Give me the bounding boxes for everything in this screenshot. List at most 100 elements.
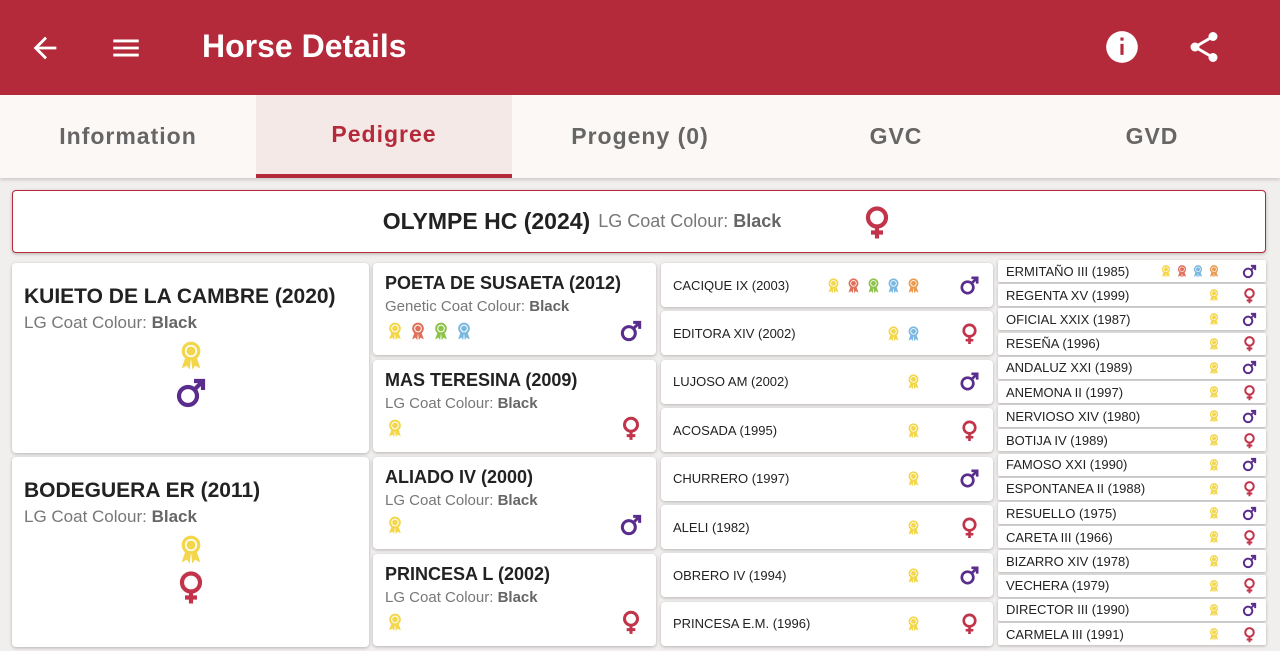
- horse-row[interactable]: CARETA III (1966): [998, 526, 1266, 549]
- horse-row[interactable]: BOTIJA IV (1989): [998, 429, 1266, 452]
- coat-label: LG Coat Colour:: [24, 313, 147, 332]
- icons: [1207, 311, 1258, 328]
- horse-name: CARETA III (1966): [1006, 529, 1113, 545]
- award-rosette: [1209, 531, 1219, 544]
- tab[interactable]: Information: [59, 123, 197, 149]
- award-rosette: [435, 322, 447, 341]
- award-rosette: [908, 471, 919, 487]
- icons: [385, 609, 644, 635]
- award-rosette: [1177, 265, 1187, 278]
- horse-card[interactable]: POETA DE SUSAETA (2012) Genetic Coat Colo…: [373, 263, 656, 355]
- male-icon: [960, 469, 979, 488]
- award-rosette: [908, 519, 919, 535]
- award-rosette: [1209, 337, 1219, 351]
- award-rosette: [1209, 579, 1219, 593]
- horse-card[interactable]: ALELI (1982): [661, 505, 993, 549]
- icons: [825, 274, 981, 297]
- horse-name: ERMITAÑO III (1985): [1006, 263, 1130, 279]
- horse-card[interactable]: CHURRERO (1997): [661, 456, 993, 501]
- male-icon: [176, 378, 205, 408]
- share-button[interactable]: [1186, 29, 1222, 65]
- horse-row[interactable]: ANDALUZ XXI (1989): [998, 356, 1266, 379]
- male-icon: [960, 372, 979, 391]
- icons: [1159, 263, 1258, 280]
- icons: [905, 516, 981, 539]
- female-icon: [962, 613, 977, 635]
- horse-row[interactable]: ANEMONA II (1997): [998, 381, 1266, 403]
- coat: Genetic Coat Colour: Black: [385, 298, 644, 315]
- horse-card[interactable]: OBRERO IV (1994): [661, 553, 993, 598]
- horse-row[interactable]: ERMITAÑO III (1985): [998, 260, 1266, 282]
- icons: [1207, 553, 1258, 570]
- subject-card: OLYMPE HC (2024) LG Coat Colour: Black: [12, 190, 1266, 253]
- award-rosette: [181, 535, 200, 564]
- tab[interactable]: Progeny (0): [571, 123, 709, 149]
- info-button[interactable]: [1103, 28, 1141, 66]
- horse-row[interactable]: FAMOSO XXI (1990): [998, 453, 1266, 476]
- horse-card[interactable]: PRINCESA L (2002) LG Coat Colour: Black: [373, 554, 656, 646]
- horse-card[interactable]: ALIADO IV (2000) LG Coat Colour: Black: [373, 457, 656, 549]
- award-rosette: [181, 341, 200, 370]
- icons: [1207, 529, 1258, 546]
- male-icon: [1242, 264, 1257, 278]
- award-rosette: [1209, 289, 1219, 302]
- tab[interactable]: GVC: [869, 123, 923, 149]
- tab[interactable]: GVD: [1125, 123, 1179, 149]
- horse-row[interactable]: REGENTA XV (1999): [998, 284, 1266, 307]
- icons: [1207, 577, 1258, 594]
- horse-row[interactable]: OFICIAL XXIX (1987): [998, 308, 1266, 331]
- horse-name: ALIADO IV (2000): [385, 467, 534, 487]
- coat: LG Coat Colour: Black: [385, 492, 644, 509]
- icons: [385, 318, 644, 344]
- horse-name: CACIQUE IX (2003): [673, 277, 790, 293]
- female-icon: [1244, 336, 1255, 352]
- award-rosette: [908, 277, 919, 293]
- sex: [24, 569, 357, 605]
- male-icon: [1242, 361, 1257, 375]
- award-rosette: [1209, 434, 1219, 447]
- horse-card[interactable]: CACIQUE IX (2003): [661, 263, 993, 307]
- horse-name: RESUELLO (1975): [1006, 505, 1117, 521]
- horse-name: EDITORA XIV (2002): [673, 325, 796, 341]
- horse-card[interactable]: PRINCESA E.M. (1996): [661, 601, 993, 646]
- horse-card[interactable]: MAS TERESINA (2009) LG Coat Colour: Black: [373, 360, 656, 452]
- horse-name: LUJOSO AM (2002): [673, 374, 789, 390]
- male-icon: [1242, 506, 1257, 520]
- coat-value: Black: [497, 395, 538, 412]
- horse-row[interactable]: VECHERA (1979): [998, 574, 1266, 597]
- back-button[interactable]: [28, 31, 62, 65]
- coat-label: LG Coat Colour:: [24, 507, 147, 526]
- app-bar: Horse Details: [0, 0, 1280, 95]
- icons: [1207, 432, 1258, 449]
- horse-card[interactable]: BODEGUERA ER (2011) LG Coat Colour: Black: [12, 457, 369, 647]
- horse-name: PRINCESA E.M. (1996): [673, 616, 811, 632]
- horse-card[interactable]: ACOSADA (1995): [661, 408, 993, 453]
- female-icon: [962, 323, 977, 344]
- male-icon: [1242, 409, 1257, 423]
- menu-button[interactable]: [108, 31, 144, 65]
- female-icon: [622, 416, 640, 440]
- award-rosette: [389, 322, 401, 341]
- award-rosette: [1209, 313, 1219, 326]
- horse-row[interactable]: RESUELLO (1975): [998, 502, 1266, 524]
- horse-card[interactable]: LUJOSO AM (2002): [661, 359, 993, 404]
- female-icon: [1244, 578, 1255, 594]
- tab[interactable]: Pedigree: [256, 95, 512, 178]
- horse-row[interactable]: ESPONTANEA II (1988): [998, 477, 1266, 500]
- award-rosette: [908, 568, 919, 584]
- horse-row[interactable]: BIZARRO XIV (1978): [998, 550, 1266, 573]
- horse-name: RESEÑA (1996): [1006, 336, 1100, 352]
- horse-card[interactable]: EDITORA XIV (2002): [661, 311, 993, 356]
- female-icon: [962, 420, 977, 441]
- horse-name: ANEMONA II (1997): [1006, 384, 1124, 400]
- horse-name: OBRERO IV (1994): [673, 567, 787, 583]
- horse-row[interactable]: NERVIOSO XIV (1980): [998, 405, 1266, 428]
- horse-card[interactable]: KUIETO DE LA CAMBRE (2020) LG Coat Colour…: [12, 263, 369, 453]
- horse-row[interactable]: CARMELA III (1991): [998, 623, 1266, 645]
- award-rosette: [908, 616, 919, 632]
- female-icon: [1244, 433, 1255, 449]
- coat: LG Coat Colour: Black: [385, 589, 644, 606]
- horse-row[interactable]: DIRECTOR III (1990): [998, 598, 1266, 621]
- horse-row[interactable]: RESEÑA (1996): [998, 332, 1266, 355]
